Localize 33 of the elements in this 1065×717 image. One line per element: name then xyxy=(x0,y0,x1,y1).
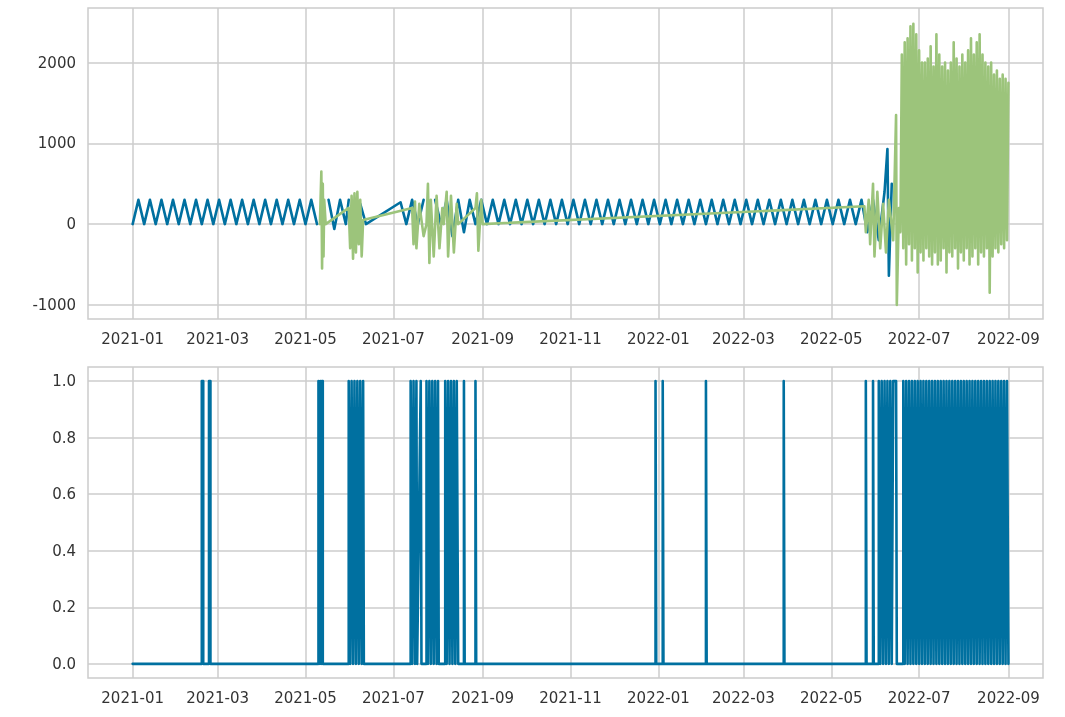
x-tick-label: 2021-01 xyxy=(101,329,164,348)
x-tick-label: 2021-11 xyxy=(539,688,602,706)
x-tick-label: 2021-05 xyxy=(274,688,337,706)
x-tick-label: 2021-03 xyxy=(186,688,249,706)
y-tick-label: 2000 xyxy=(37,53,76,72)
x-tick-label: 2021-05 xyxy=(274,329,337,348)
y-tick-label: 0.8 xyxy=(52,428,76,447)
y-tick-label: -1000 xyxy=(32,295,76,314)
x-tick-label: 2021-01 xyxy=(101,688,164,706)
y-tick-label: 0.4 xyxy=(52,541,76,560)
x-tick-label: 2022-05 xyxy=(799,329,863,348)
y-tick-label: 0.6 xyxy=(52,484,76,503)
x-tick-label: 2021-11 xyxy=(539,329,602,348)
x-tick-label: 2022-07 xyxy=(887,329,951,348)
y-tick-label: 0.0 xyxy=(52,654,76,673)
x-tick-label: 2021-07 xyxy=(362,329,425,348)
y-tick-label: 1.0 xyxy=(52,371,76,390)
x-tick-label: 2021-09 xyxy=(451,329,515,348)
y-tick-label: 0 xyxy=(66,215,76,234)
y-tick-label: 0.2 xyxy=(52,597,76,616)
x-tick-label: 2021-07 xyxy=(362,688,425,706)
x-tick-label: 2022-03 xyxy=(712,688,775,706)
x-tick-label: 2022-07 xyxy=(887,688,951,706)
x-tick-label: 2022-09 xyxy=(977,329,1040,348)
x-tick-label: 2022-05 xyxy=(799,688,863,706)
x-tick-label: 2022-01 xyxy=(627,688,690,706)
x-tick-label: 2022-01 xyxy=(627,329,690,348)
y-tick-label: 1000 xyxy=(37,134,76,153)
x-tick-label: 2022-03 xyxy=(712,329,775,348)
x-tick-label: 2022-09 xyxy=(977,688,1040,706)
x-tick-label: 2021-03 xyxy=(186,329,249,348)
line-series xyxy=(318,22,1010,307)
x-tick-label: 2021-09 xyxy=(451,688,515,706)
